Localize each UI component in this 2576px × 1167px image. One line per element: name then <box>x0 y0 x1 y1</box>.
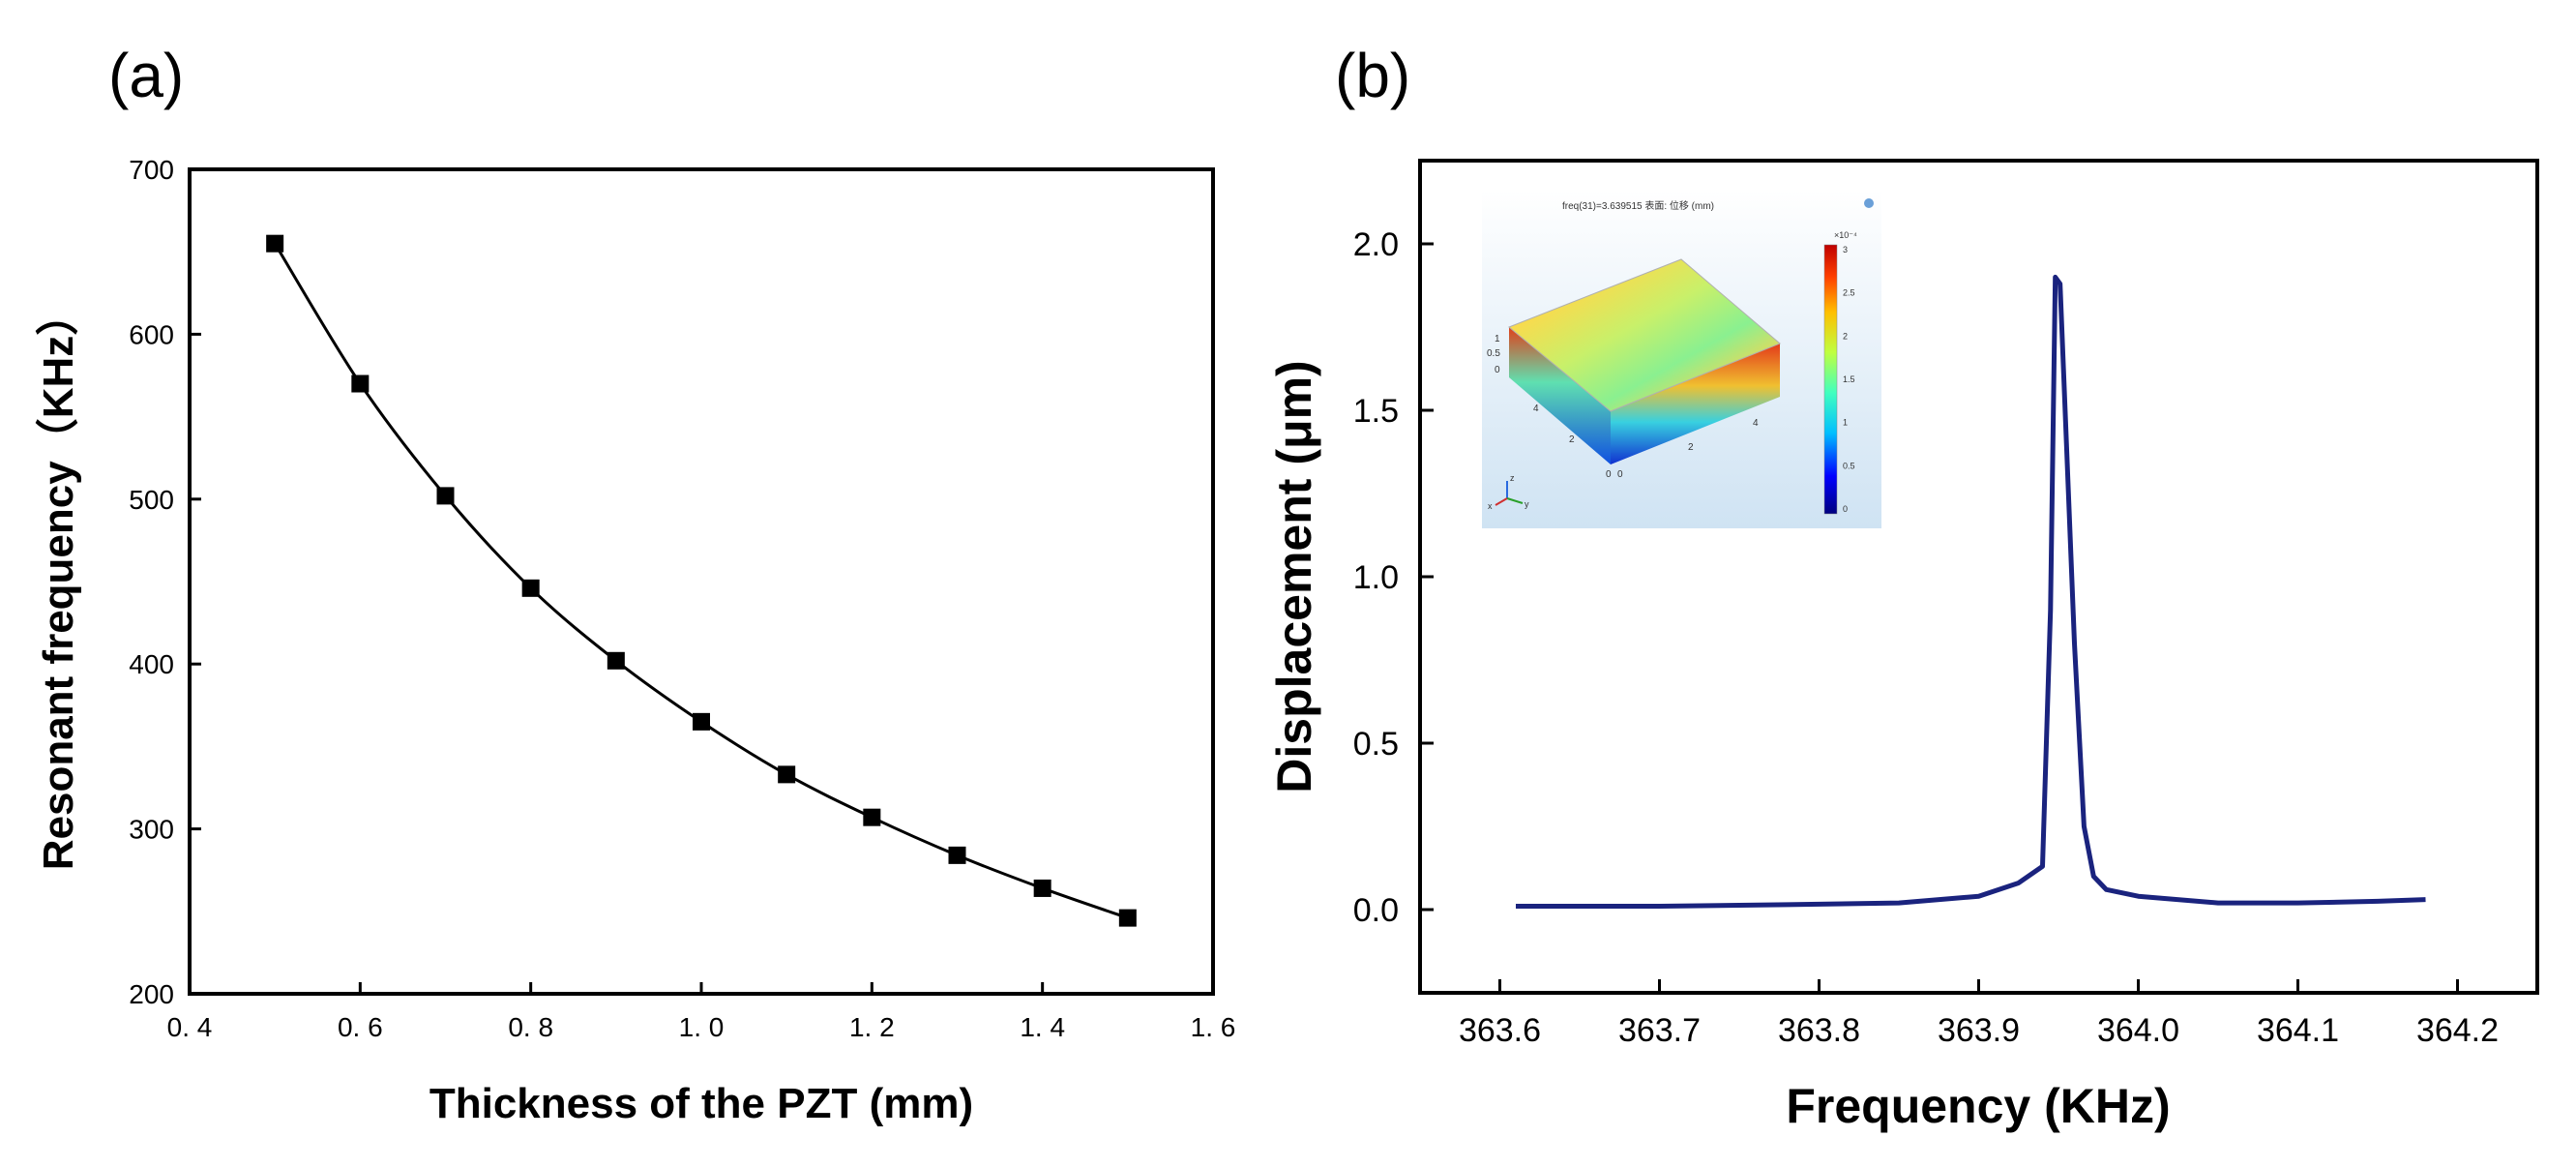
inset-slab-top-face <box>1508 258 1781 412</box>
panel-a-y-tick-label: 700 <box>129 155 174 185</box>
panel-b-y-tick-label: 1.0 <box>1353 559 1399 596</box>
inset-colorbar-tick-label: 2.5 <box>1843 288 1855 298</box>
panel-b-x-tick-label: 364.1 <box>2257 1012 2339 1049</box>
inset-tick-left-1: 1 <box>1495 334 1500 344</box>
panel-b-y-tick-label: 1.5 <box>1353 393 1399 430</box>
panel-a-label: (a) <box>108 41 184 110</box>
panel-b-y-tick-label: 0.5 <box>1353 726 1399 763</box>
panel-a-data-point <box>1033 879 1051 897</box>
panel-b-x-tick-label: 363.8 <box>1778 1012 1860 1049</box>
panel-a-x-tick-label: 1. 4 <box>1020 1012 1065 1042</box>
inset-colorbar-exponent: ×10⁻⁴ <box>1834 230 1857 240</box>
panel-a-y-tick-label: 300 <box>129 815 174 845</box>
panel-b-y-axis-title: Displacement (μm) <box>1267 360 1321 793</box>
panel-a-y-tick-label: 400 <box>129 649 174 679</box>
panel-a-y-tick-label: 500 <box>129 485 174 515</box>
inset-tick-bottom-1: 4 <box>1533 404 1539 414</box>
inset-colorbar-tick-label: 0 <box>1843 504 1848 514</box>
inset-title: freq(31)=3.639515 表面: 位移 (mm) <box>1562 199 1714 212</box>
inset-triad-x: x <box>1488 501 1493 511</box>
panel-a-y-axis-title: Resonant frequency（KHz） <box>35 293 82 871</box>
panel-b-x-tick-label: 363.7 <box>1618 1012 1701 1049</box>
panel-a-data-point <box>607 651 625 670</box>
panel-a-data-point <box>778 765 796 784</box>
inset-colorbar-tick-label: 1.5 <box>1843 374 1855 384</box>
panel-a-tick-labels: 0. 4 0. 6 0. 8 1. 0 1. 2 1. 4 1. 6 200 300 400 500… <box>129 155 1235 1042</box>
panel-a-data-point <box>436 487 455 505</box>
inset-tick-bottom-4: 0 <box>1617 469 1623 480</box>
inset-simulation-image: freq(31)=3.639515 表面: 位移 (mm) 1 0.5 0 4 … <box>1482 190 1881 528</box>
panel-a-x-tick-label: 1. 0 <box>679 1012 725 1042</box>
panel-b-x-tick-label: 364.0 <box>2097 1012 2179 1049</box>
inset-corner-icon <box>1864 198 1874 208</box>
panel-b-x-tick-label: 363.9 <box>1938 1012 2020 1049</box>
panel-a-x-axis-title: Thickness of the PZT (mm) <box>429 1080 973 1127</box>
inset-slab-front-face <box>1611 344 1780 464</box>
panel-a-points <box>266 234 1137 927</box>
panel-a-x-tick-label: 0. 8 <box>508 1012 553 1042</box>
inset-tick-bottom-2: 2 <box>1569 434 1575 445</box>
panel-a-data-point <box>351 374 370 393</box>
inset-triad-z: z <box>1510 473 1515 483</box>
inset-colorbar-tick-label: 0.5 <box>1843 461 1855 470</box>
panel-a-data-point <box>266 234 284 253</box>
inset-colorbar <box>1823 244 1838 515</box>
inset-colorbar-tick-label: 2 <box>1843 331 1848 341</box>
panel-a-y-tick-label: 600 <box>129 319 174 349</box>
panel-a-x-tick-label: 1. 2 <box>849 1012 895 1042</box>
panel-a-data-point <box>948 846 966 864</box>
inset-tick-bottom-5: 2 <box>1688 442 1694 453</box>
panel-a-data-point <box>693 712 710 731</box>
panel-a-chart: (a) 0. 4 0. 6 0. 8 1. 0 1. 2 1. 4 1. 6 200 300 40… <box>35 41 1235 1127</box>
panel-a-x-tick-label: 0. 4 <box>167 1012 213 1042</box>
panel-a-series-line <box>273 242 1129 920</box>
panel-b-series-line <box>1516 274 2426 910</box>
inset-slab-left-face <box>1509 327 1611 464</box>
inset-tick-left-3: 0 <box>1495 365 1500 375</box>
inset-triad-y: y <box>1525 499 1529 509</box>
panel-a-data-point <box>863 808 881 826</box>
inset-tick-bottom-3: 0 <box>1606 469 1612 480</box>
panel-a-data-point <box>1118 909 1137 927</box>
panel-a-y-tick-label: 200 <box>129 979 174 1009</box>
panel-b-x-tick-label: 364.2 <box>2416 1012 2499 1049</box>
panel-b-x-axis-title: Frequency (KHz) <box>1786 1079 2170 1133</box>
panel-a-plot-frame <box>188 167 1215 996</box>
inset-axis-triad: z y x <box>1488 473 1529 511</box>
inset-colorbar-tick-label: 3 <box>1843 245 1848 254</box>
panel-b-chart: (b) 363.6 363.7 363.8 363.9 364.0 364.1 364.2 0… <box>1267 41 2539 1133</box>
panel-b-tick-labels: 363.6 363.7 363.8 363.9 364.0 364.1 364.2 0.0 0.… <box>1353 226 2499 1049</box>
inset-colorbar-tick-label: 1 <box>1843 418 1848 428</box>
inset-colorbar-ticks: 0 0.5 1 1.5 2 2.5 3 <box>1843 245 1855 514</box>
panel-b-ticks <box>1420 242 2459 993</box>
panel-a-x-tick-label: 0. 6 <box>338 1012 383 1042</box>
panel-b-x-tick-label: 363.6 <box>1459 1012 1541 1049</box>
panel-a-x-tick-label: 1. 6 <box>1191 1012 1236 1042</box>
panel-b-y-tick-label: 2.0 <box>1353 226 1399 263</box>
panel-b-label: (b) <box>1335 41 1410 110</box>
panel-a-data-point <box>521 579 540 597</box>
inset-tick-bottom-6: 4 <box>1753 418 1759 429</box>
inset-tick-left-2: 0.5 <box>1487 348 1500 359</box>
panel-a-ticks <box>188 167 1215 996</box>
panel-b-y-tick-label: 0.0 <box>1353 892 1399 929</box>
